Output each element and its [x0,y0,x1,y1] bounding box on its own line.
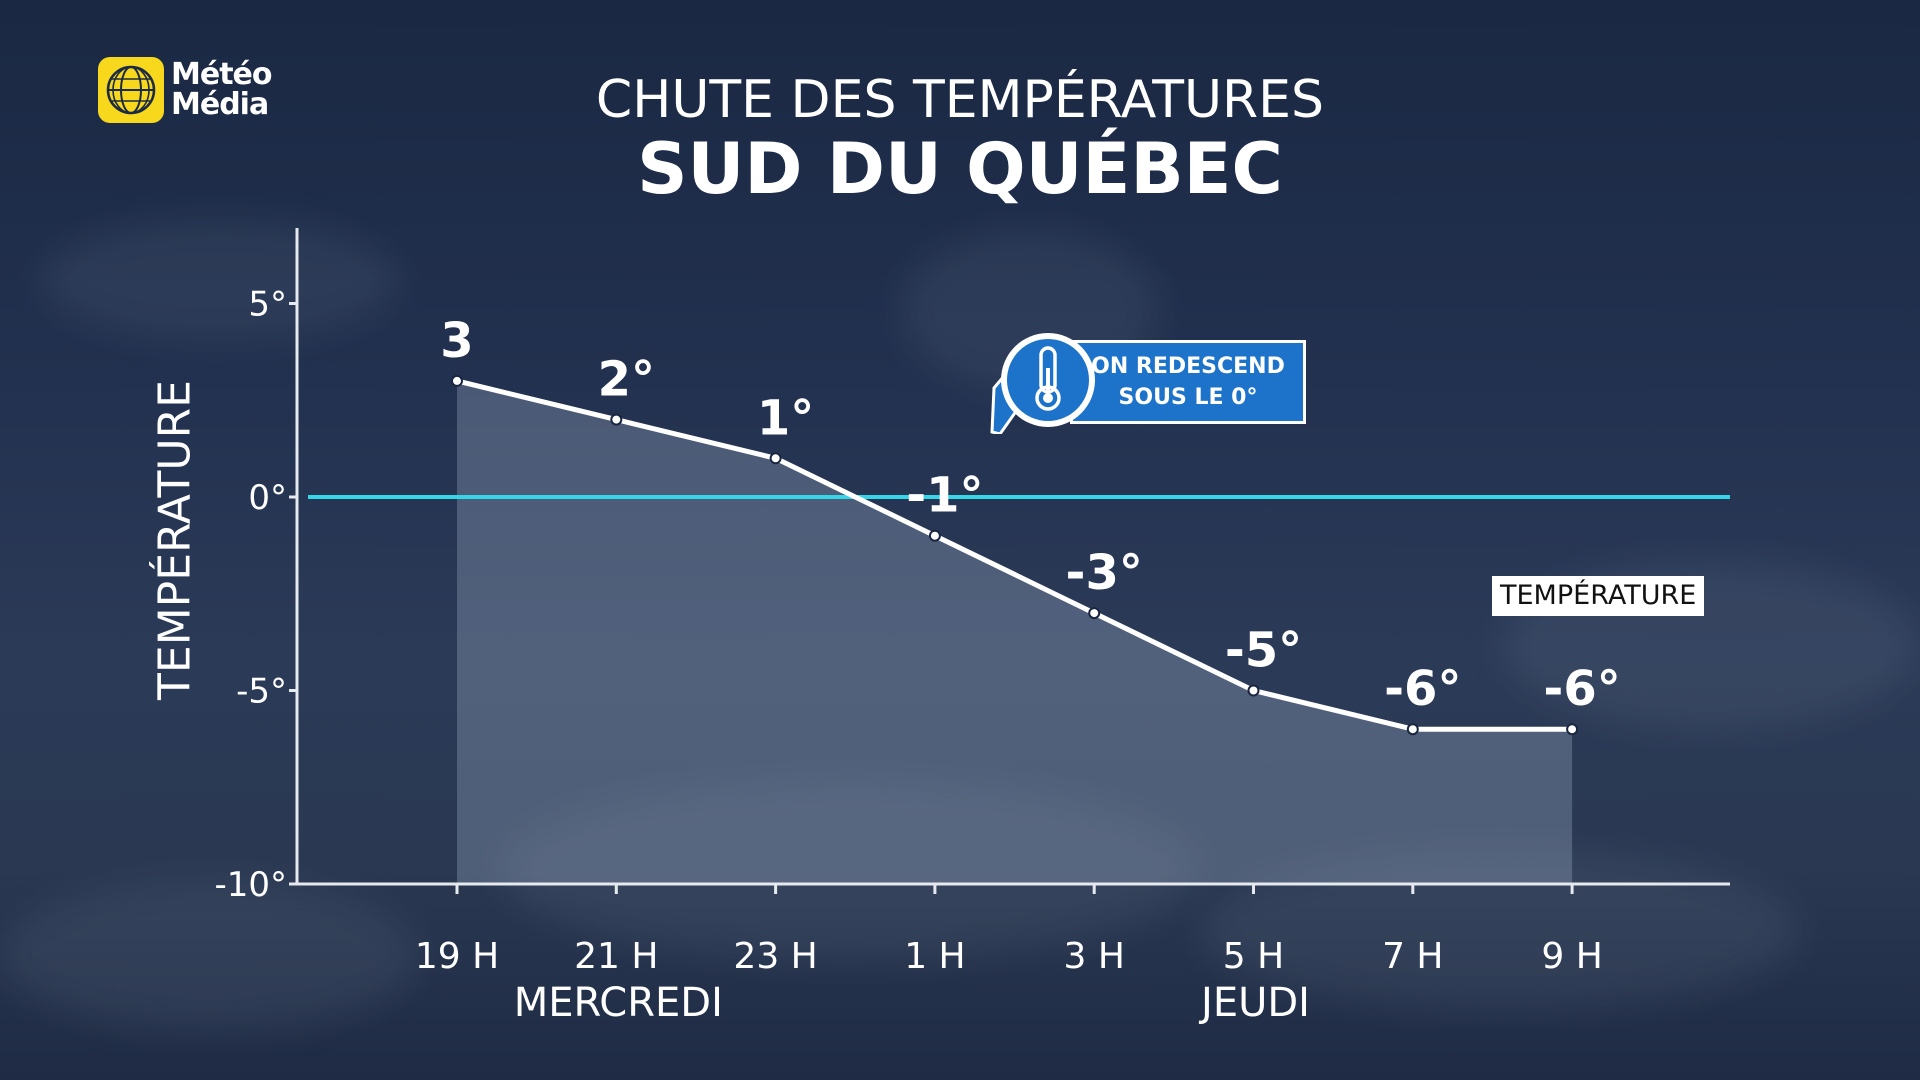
data-label: 1° [757,390,814,446]
data-label: -6° [1543,661,1620,717]
data-point [1406,723,1419,736]
callout-line-1: ON REDESCEND [1091,354,1285,379]
x-tick-label: 3 H [1063,936,1124,977]
data-label: -6° [1384,661,1461,717]
day-label: MERCREDI [514,980,723,1026]
logo-line-2: Média [171,87,269,122]
data-point [769,452,782,465]
temperature-line [456,378,1573,732]
logo-wordmark: Météo Média [171,60,272,120]
x-tick-label: 1 H [904,936,965,977]
data-label: 3 [440,313,473,369]
x-tick-label: 19 H [415,936,499,977]
callout-line-2: SOUS LE 0° [1118,385,1258,410]
data-point [1566,723,1579,736]
data-point [610,413,623,426]
data-point [928,529,941,542]
day-label: JEUDI [1198,980,1310,1026]
data-label: -3° [1066,545,1143,601]
globe-logo-icon [98,57,164,123]
x-tick-label: 23 H [733,936,817,977]
y-tick-label: -10° [214,865,287,905]
y-tick-label: 5° [248,285,287,325]
x-tick-label: 7 H [1382,936,1443,977]
area-fill [457,380,1573,884]
data-label: -1° [906,468,983,524]
data-point [451,374,463,387]
x-tick-label: 9 H [1541,936,1602,977]
data-label: -5° [1225,623,1302,679]
y-tick-label: -5° [236,672,287,712]
cloud-shape [500,780,1200,960]
thermometer-icon [990,333,1095,434]
chart-title: SUD DU QUÉBEC [637,128,1283,210]
cloud-shape [0,880,420,1030]
callout-box: ON REDESCEND SOUS LE 0° [1070,340,1306,424]
data-point [1088,607,1101,620]
meteomedia-logo: Météo Média [98,57,272,123]
legend-label: TEMPÉRATURE [1492,576,1705,616]
y-tick-label: 0° [248,478,287,518]
data-point [1247,684,1260,697]
x-tick-label: 5 H [1223,936,1284,977]
chart-supertitle: CHUTE DES TEMPÉRATURES [595,70,1325,130]
cloud-shape [40,220,400,340]
below-zero-callout: ON REDESCEND SOUS LE 0° [990,330,1313,434]
cloud-shape [1200,850,1800,1010]
data-label: 2° [598,352,655,408]
x-tick-label: 21 H [574,936,658,977]
logo-line-1: Météo [171,57,272,92]
